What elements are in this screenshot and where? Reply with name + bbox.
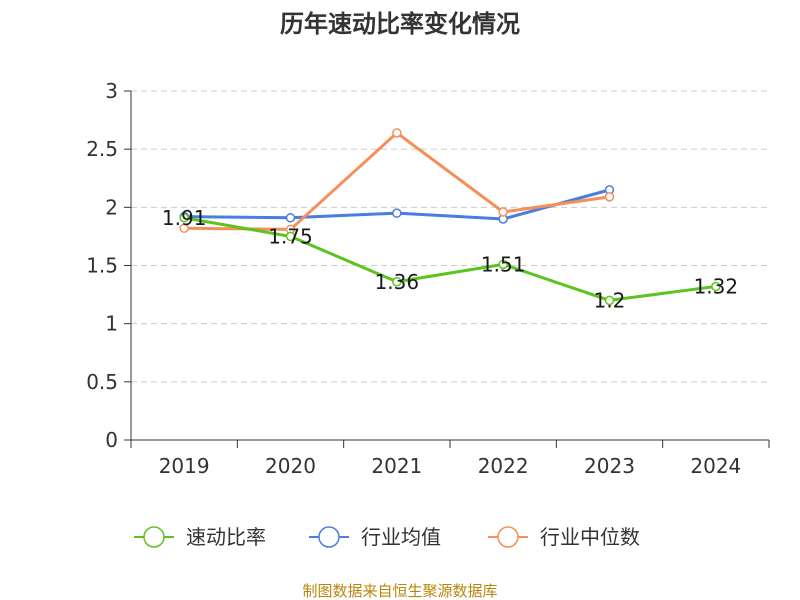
y-tick-label-4: 2 [105,195,118,219]
chart-title: 历年速动比率变化情况 [280,10,520,38]
grid-lines [131,90,769,383]
data-label-2024: 1.32 [694,274,739,298]
point-s2-2019[interactable] [179,223,189,234]
data-label-2021: 1.36 [375,270,420,294]
point-s2-2022[interactable] [498,207,508,217]
point-s1-2020[interactable] [285,213,296,223]
point-s0-2023[interactable] [604,295,615,306]
data-labels: 1.91 1.75 1.36 1.51 1.2 1.32 [162,206,738,313]
x-tick-label-2020: 2020 [265,454,316,478]
legend-item-1[interactable]: 行业均值 [309,525,441,549]
point-s0-2020[interactable] [285,231,296,242]
data-label-2019: 1.91 [162,206,207,230]
x-tick-label-2021: 2021 [371,454,422,478]
series-group [179,128,721,306]
point-s0-2022[interactable] [498,259,508,270]
legend-item-0[interactable]: 速动比率 [134,525,266,549]
y-tick-label-1: 0.5 [86,370,118,394]
legend-marker-0 [143,526,165,548]
x-tick-label-2024: 2024 [690,454,741,478]
y-tick-label-0: 0 [105,428,118,452]
x-tick-label-2023: 2023 [584,454,635,478]
data-label-2020: 1.75 [268,224,313,248]
axes: 0 0.5 1 1.5 2 2.5 3 2019 2020 2021 2022 2023 2024 [86,79,770,478]
legend-label-1: 行业均值 [361,525,441,549]
point-s1-2021[interactable] [392,208,402,218]
y-tick-label-3: 1.5 [86,254,118,278]
y-tick-label-2: 1 [105,312,118,336]
data-label-2023: 1.2 [594,288,626,312]
y-tick-label-6: 3 [105,79,118,103]
y-tick-label-5: 2.5 [86,137,118,161]
point-s0-2019[interactable] [179,213,189,223]
source-note: 制图数据来自恒生聚源数据库 [302,582,497,600]
point-s0-2021[interactable] [392,277,402,287]
point-s2-2021[interactable] [392,128,402,138]
x-tick-label-2022: 2022 [478,454,529,478]
point-s0-2024[interactable] [711,281,721,292]
point-s2-2023[interactable] [604,192,615,202]
series-line-0 [183,216,717,302]
legend-marker-2 [497,526,519,548]
legend-marker-1 [318,526,340,548]
data-label-2022: 1.51 [481,252,526,276]
legend-label-0: 速动比率 [186,525,266,549]
legend[interactable]: 速动比率 行业均值 行业中位数 [134,525,640,549]
legend-item-2[interactable]: 行业中位数 [488,525,640,549]
x-tick-label-2019: 2019 [159,454,210,478]
legend-label-2: 行业中位数 [540,525,640,549]
